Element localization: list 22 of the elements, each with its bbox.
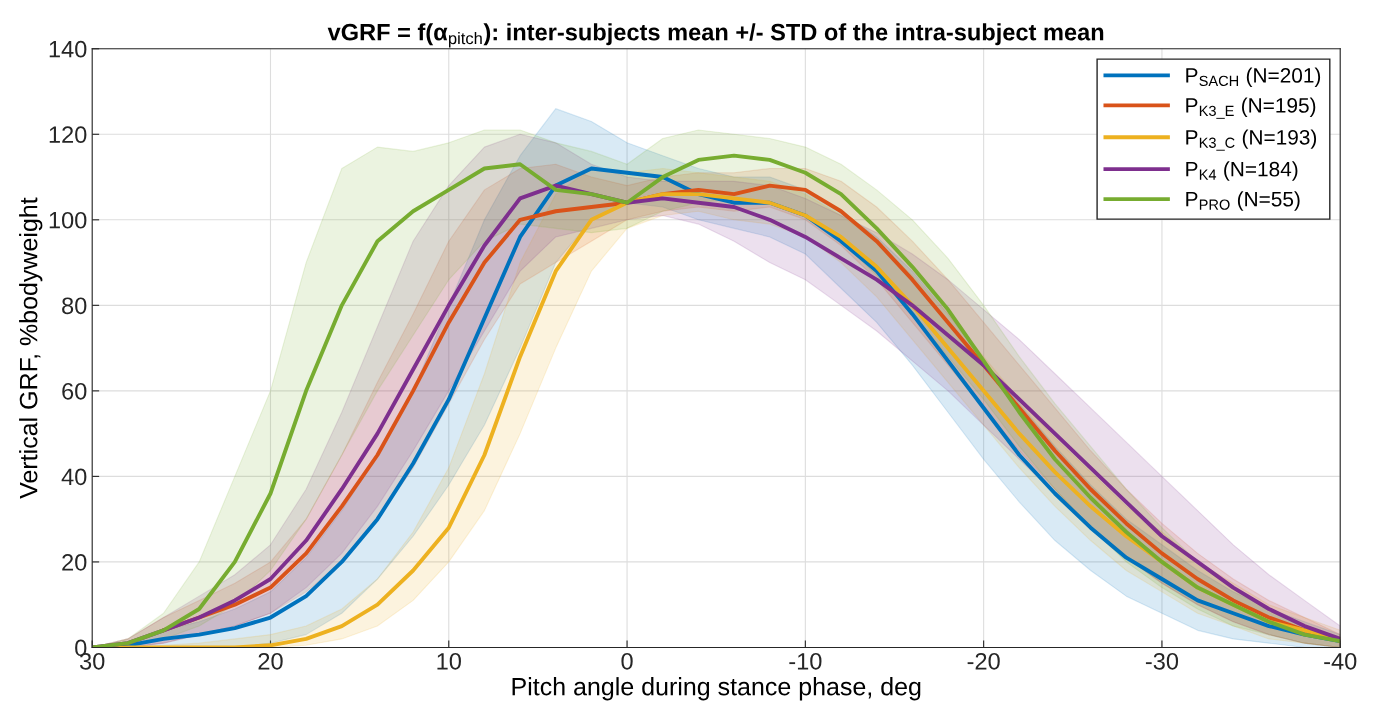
x-axis-title: Pitch angle during stance phase, deg	[512, 677, 921, 701]
y-tick-label: 80	[62, 297, 87, 315]
x-tick-label: 10	[437, 652, 461, 670]
legend-label: P$_{K4}$ (N=184)	[1186, 161, 1298, 181]
x-tick-label: 20	[258, 652, 283, 670]
chart-title: vGRF = f(α$_{pitch}$): inter-subjects mean +/- STD of the intra-subject mean	[327, 23, 1104, 48]
y-tick-label: 60	[62, 382, 87, 400]
y-tick-label: 40	[61, 468, 87, 486]
y-axis-title: Vertical GRF, %bodyweight	[19, 197, 43, 499]
x-tick-label: -20	[967, 652, 1000, 670]
legend-label: P$_{SACH}$ (N=201)	[1186, 67, 1321, 87]
y-tick-label: 20	[62, 553, 87, 571]
x-tick-label: 0	[621, 652, 633, 670]
legend-label: P$_{PRO}$ (N=55)	[1186, 191, 1300, 211]
y-tick-label: 100	[49, 211, 87, 229]
y-tick-label: 120	[49, 126, 87, 144]
legend-label: P$_{K3_E}$ (N=195)	[1186, 97, 1316, 119]
x-tick-label: -30	[1145, 652, 1179, 670]
legend-label: P$_{K3_C}$ (N=193)	[1186, 129, 1317, 151]
x-tick-label: -10	[789, 652, 822, 670]
x-tick-label: -40	[1324, 652, 1357, 670]
y-tick-label: 140	[49, 40, 87, 58]
